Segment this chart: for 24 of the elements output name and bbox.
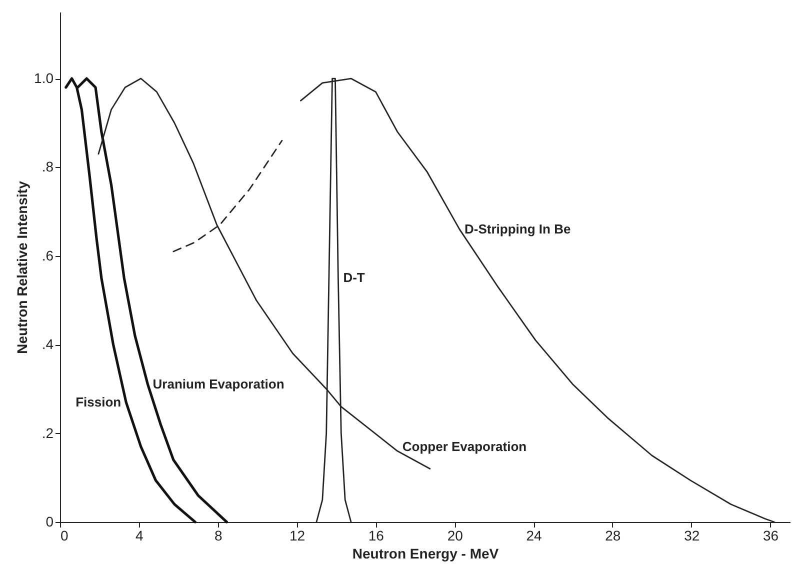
y-tick-label: .8 (42, 158, 54, 175)
series-label: D-Stripping In Be (464, 221, 571, 236)
x-tick-label: 28 (605, 528, 621, 544)
x-tick-label: 20 (447, 528, 464, 544)
x-tick-label: 0 (60, 528, 68, 544)
x-tick-label: 32 (684, 528, 700, 544)
series-label: Uranium Evaporation (152, 376, 284, 392)
y-tick-label: .6 (42, 247, 54, 264)
y-tick-label: 0 (46, 514, 54, 530)
y-tick-label: .2 (42, 424, 54, 441)
series-label: Copper Evaporation (402, 439, 527, 454)
x-tick-label: 36 (762, 528, 779, 544)
y-tick-label: 1.0 (34, 70, 54, 86)
y-axis-title: Neutron Relative Intensity (14, 180, 30, 354)
x-tick-label: 16 (368, 528, 384, 544)
x-tick-label: 12 (289, 528, 306, 544)
line-series (172, 140, 283, 252)
series-label: D-T (343, 270, 365, 286)
x-tick-label: 4 (136, 528, 144, 544)
x-tick-label: 24 (526, 528, 542, 544)
series-label: Fission (76, 394, 122, 410)
y-tick-label: .4 (42, 336, 54, 352)
x-tick-label: 8 (214, 528, 222, 544)
x-axis-title: Neutron Energy - MeV (352, 546, 500, 562)
